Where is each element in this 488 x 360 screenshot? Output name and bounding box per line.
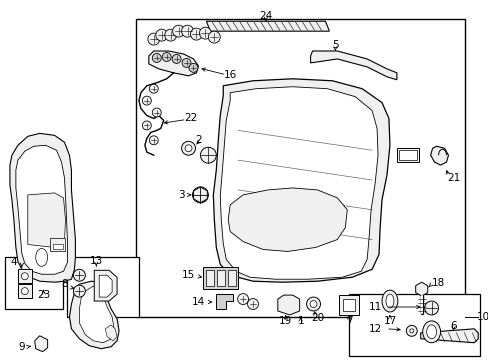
Bar: [348, 294, 479, 356]
Bar: [228, 270, 236, 286]
Bar: [206, 270, 214, 286]
Polygon shape: [228, 188, 346, 251]
Circle shape: [21, 288, 28, 294]
Text: 24: 24: [259, 11, 272, 21]
Circle shape: [152, 108, 161, 117]
Circle shape: [172, 54, 181, 63]
Circle shape: [237, 294, 248, 305]
Ellipse shape: [426, 325, 436, 339]
Ellipse shape: [385, 294, 393, 308]
Polygon shape: [220, 87, 377, 279]
Circle shape: [21, 273, 28, 280]
Bar: [5, 257, 62, 309]
Polygon shape: [213, 79, 389, 282]
Bar: [53, 243, 62, 249]
Circle shape: [182, 58, 191, 67]
Polygon shape: [420, 329, 477, 343]
Circle shape: [142, 121, 151, 130]
Circle shape: [199, 27, 211, 39]
Circle shape: [306, 297, 320, 311]
Text: 14: 14: [192, 297, 205, 307]
Text: 8: 8: [61, 279, 68, 289]
Polygon shape: [310, 51, 396, 80]
Circle shape: [181, 141, 195, 155]
Text: 23: 23: [37, 290, 50, 300]
Circle shape: [309, 301, 316, 307]
Polygon shape: [16, 145, 67, 274]
Circle shape: [424, 301, 438, 315]
Circle shape: [147, 33, 160, 45]
Text: 13: 13: [89, 256, 102, 266]
Bar: [203, 267, 238, 289]
Text: 5: 5: [331, 40, 338, 50]
Text: 3: 3: [178, 190, 184, 200]
Text: 16: 16: [223, 70, 236, 80]
Polygon shape: [430, 146, 447, 165]
Text: 12: 12: [367, 324, 381, 334]
Circle shape: [73, 269, 85, 281]
Polygon shape: [10, 133, 75, 282]
Text: 19: 19: [279, 316, 292, 326]
Polygon shape: [94, 270, 117, 301]
Circle shape: [172, 25, 184, 37]
Polygon shape: [105, 325, 117, 341]
Circle shape: [208, 31, 220, 43]
Circle shape: [181, 25, 193, 37]
Bar: [343, 299, 354, 311]
Polygon shape: [69, 281, 119, 349]
Polygon shape: [99, 275, 112, 297]
Circle shape: [164, 29, 176, 41]
Polygon shape: [28, 193, 65, 247]
Circle shape: [73, 285, 85, 297]
Bar: [339, 295, 359, 315]
Text: 15: 15: [182, 270, 195, 280]
Circle shape: [152, 54, 161, 62]
Text: 11: 11: [367, 302, 381, 312]
Bar: [398, 150, 416, 160]
Circle shape: [247, 298, 258, 310]
Circle shape: [190, 28, 202, 40]
Polygon shape: [35, 336, 47, 352]
Text: 1: 1: [297, 316, 304, 326]
Circle shape: [192, 187, 208, 203]
Text: 2: 2: [195, 135, 202, 145]
Bar: [217, 270, 225, 286]
Circle shape: [184, 145, 192, 152]
Text: 9: 9: [19, 342, 25, 352]
Circle shape: [409, 329, 413, 333]
Bar: [136, 19, 465, 317]
Text: 7: 7: [345, 316, 352, 326]
Text: 21: 21: [446, 173, 459, 183]
Text: 10: 10: [476, 312, 488, 322]
Circle shape: [406, 325, 416, 336]
Text: 18: 18: [431, 278, 444, 288]
Circle shape: [200, 147, 216, 163]
Polygon shape: [216, 294, 233, 309]
Bar: [18, 284, 32, 298]
Polygon shape: [79, 286, 114, 343]
Circle shape: [142, 96, 151, 105]
Circle shape: [156, 29, 167, 41]
Text: 22: 22: [183, 113, 197, 123]
Polygon shape: [277, 295, 299, 315]
Circle shape: [149, 136, 158, 145]
Text: 6: 6: [449, 321, 456, 331]
Polygon shape: [148, 51, 198, 76]
Polygon shape: [206, 21, 329, 31]
Bar: [18, 269, 32, 283]
Ellipse shape: [381, 290, 397, 312]
Text: 17: 17: [383, 316, 396, 326]
Circle shape: [162, 53, 171, 62]
Text: 4: 4: [11, 257, 17, 267]
Ellipse shape: [422, 321, 440, 343]
Circle shape: [189, 63, 198, 72]
Bar: [49, 238, 65, 251]
Bar: [396, 148, 418, 162]
Circle shape: [149, 84, 158, 93]
Text: 20: 20: [310, 313, 324, 323]
Ellipse shape: [36, 248, 47, 266]
Bar: [67, 257, 139, 317]
